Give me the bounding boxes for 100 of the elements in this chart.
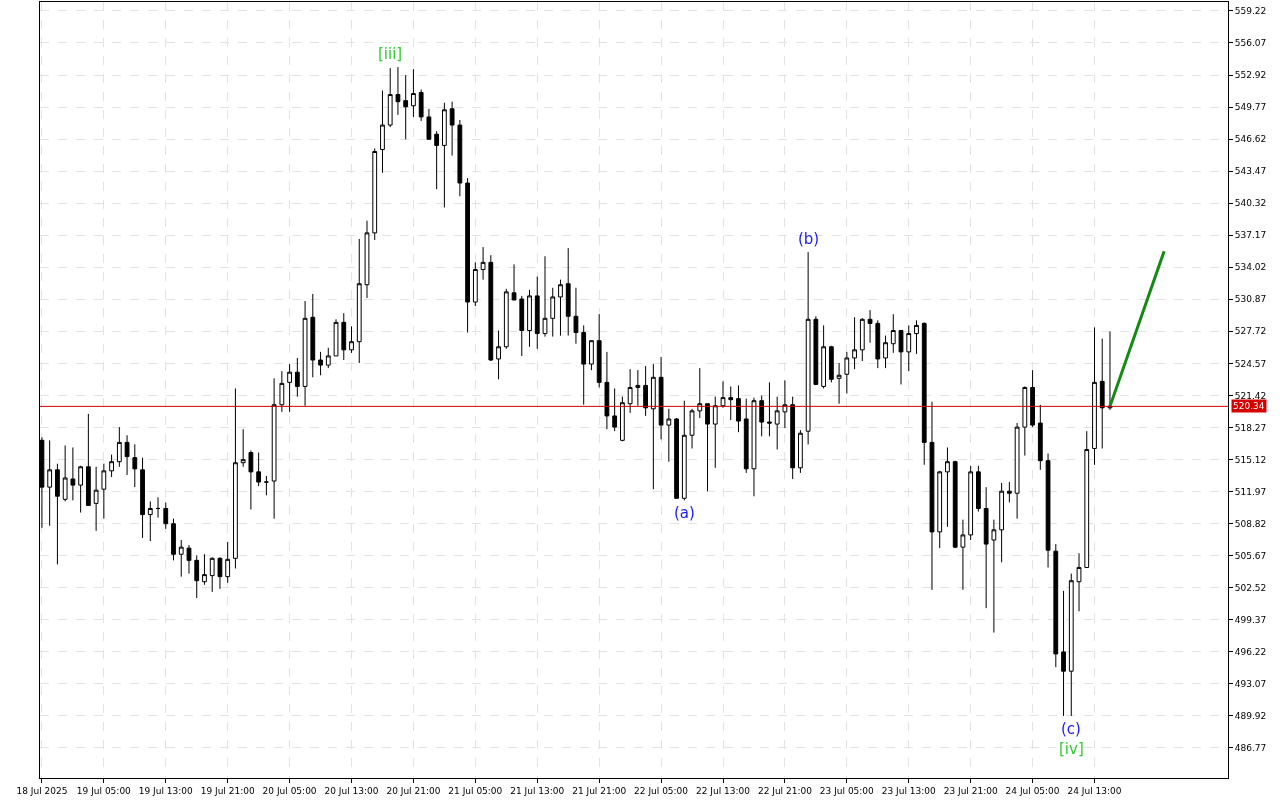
candlestick xyxy=(914,319,919,355)
candlestick xyxy=(263,475,269,496)
candlestick xyxy=(844,351,850,395)
x-tick-label: 21 Jul 13:00 xyxy=(510,785,565,796)
candlestick xyxy=(883,335,888,369)
candlestick xyxy=(1006,481,1012,503)
candlestick xyxy=(736,384,741,433)
y-tick-label: 511.97 xyxy=(1234,486,1267,497)
x-tick-label: 21 Jul 05:00 xyxy=(448,785,503,796)
candlestick xyxy=(503,288,509,350)
candlestick xyxy=(813,315,819,385)
candlestick xyxy=(1030,369,1035,428)
candlestick xyxy=(480,246,486,281)
candlestick xyxy=(983,486,989,609)
candlestick xyxy=(852,316,857,370)
y-tick-label: 508.82 xyxy=(1234,518,1267,529)
candlestick xyxy=(418,88,424,122)
candlestick xyxy=(194,554,200,599)
candlestick xyxy=(751,397,757,497)
x-tick-label: 20 Jul 05:00 xyxy=(262,785,317,796)
y-tick-label: 552.92 xyxy=(1234,70,1267,81)
y-tick-label: 556.07 xyxy=(1234,38,1267,49)
candlestick xyxy=(635,369,641,407)
candlestick xyxy=(364,220,370,299)
candlestick xyxy=(945,446,950,528)
candlestick xyxy=(240,428,246,468)
candlestick xyxy=(968,465,974,541)
y-tick-label: 499.37 xyxy=(1234,614,1267,625)
candlestick xyxy=(132,443,138,488)
y-tick-label: 524.57 xyxy=(1234,358,1267,369)
y-tick-label: 546.62 xyxy=(1234,134,1267,145)
candlestick xyxy=(248,450,254,510)
candlestick xyxy=(589,340,594,371)
candlestick xyxy=(821,324,827,389)
candlestick xyxy=(271,377,277,520)
candlestick xyxy=(720,380,726,409)
candlestick xyxy=(604,351,610,430)
candlestick xyxy=(1053,543,1059,668)
candlestick xyxy=(666,408,672,463)
candlestick xyxy=(976,465,981,513)
candlestick xyxy=(859,317,865,362)
candlestick xyxy=(1037,404,1043,471)
candlestick xyxy=(511,263,517,301)
x-tick-label: 20 Jul 21:00 xyxy=(386,785,441,796)
y-tick-label: 502.52 xyxy=(1234,582,1267,593)
candlestick xyxy=(62,444,68,502)
annotation: (a) xyxy=(674,504,695,522)
candlestick xyxy=(1076,552,1082,612)
candlestick xyxy=(681,400,687,501)
candlestick xyxy=(898,330,904,385)
candlestick xyxy=(999,482,1005,563)
candlestick xyxy=(929,401,935,591)
candlestick xyxy=(550,287,556,338)
candlestick xyxy=(534,276,540,350)
candlestick xyxy=(349,325,354,354)
candlestick xyxy=(565,247,571,337)
annotation: [iii] xyxy=(378,45,403,63)
x-tick-label: 19 Jul 21:00 xyxy=(200,785,255,796)
candlestick xyxy=(109,454,114,478)
candlestick xyxy=(991,519,997,634)
candlestick xyxy=(542,255,548,338)
candlestick xyxy=(140,457,145,539)
candlestick xyxy=(759,395,765,437)
candlestick xyxy=(867,309,873,344)
y-tick-label: 515.12 xyxy=(1234,454,1267,465)
x-tick-label: 23 Jul 13:00 xyxy=(881,785,936,796)
candlestick xyxy=(233,387,238,569)
candlestick xyxy=(906,324,912,372)
candlestick xyxy=(186,544,192,575)
candlestick xyxy=(798,429,803,474)
candlestick xyxy=(558,279,563,337)
candlestick xyxy=(318,351,323,376)
candlestick xyxy=(441,102,447,208)
candlestick xyxy=(465,177,470,334)
x-tick-label: 18 Jul 2025 xyxy=(16,785,68,796)
ref-line-label: 520.34 xyxy=(1233,401,1265,411)
candlestick xyxy=(333,318,339,357)
candlestick xyxy=(828,345,834,383)
candlestick xyxy=(697,367,703,419)
y-tick-label: 518.27 xyxy=(1234,422,1267,433)
annotation: (c) xyxy=(1061,720,1081,738)
candlestick xyxy=(403,74,409,140)
candlestick xyxy=(573,287,579,345)
y-tick-label: 534.02 xyxy=(1234,262,1267,273)
candlestick xyxy=(1022,385,1028,457)
candlestick xyxy=(527,289,532,348)
x-tick-label: 23 Jul 21:00 xyxy=(943,785,998,796)
x-tick-label: 22 Jul 21:00 xyxy=(757,785,813,796)
x-tick-label: 22 Jul 13:00 xyxy=(696,785,751,796)
x-tick-label: 19 Jul 13:00 xyxy=(138,785,194,796)
candlestick xyxy=(1084,430,1090,568)
candlestick xyxy=(387,67,393,128)
candlestick xyxy=(124,434,130,476)
candlestick xyxy=(836,362,842,405)
candlestick xyxy=(952,460,958,549)
y-tick-label: 493.07 xyxy=(1234,678,1267,689)
candlestick xyxy=(93,466,99,532)
candlestick xyxy=(55,463,60,565)
candlestick xyxy=(650,363,656,490)
candlestick xyxy=(294,357,300,398)
